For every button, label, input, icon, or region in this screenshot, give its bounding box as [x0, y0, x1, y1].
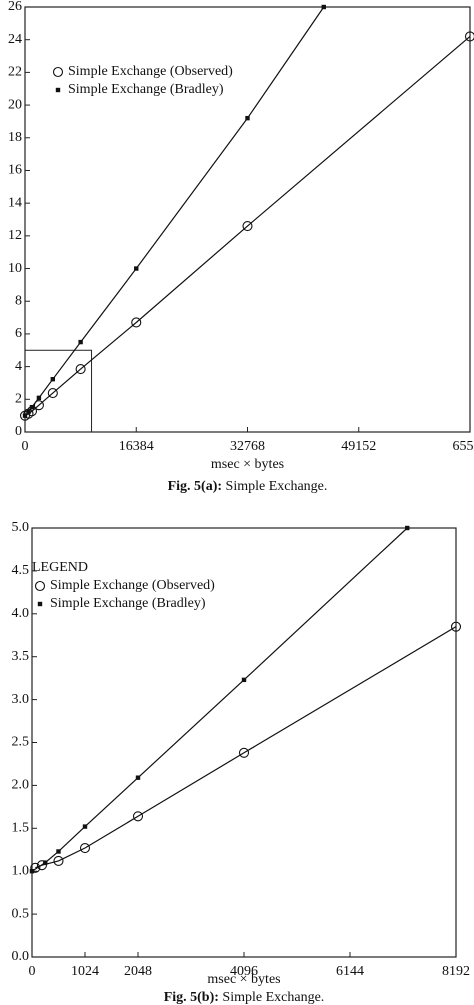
- y-tick-label: 24: [8, 32, 22, 47]
- marker-circle: [238, 747, 250, 758]
- y-tick-label: 10: [8, 261, 22, 276]
- marker-square: [29, 869, 35, 874]
- legend-marker: [55, 87, 61, 93]
- y-tick-label: 16: [8, 163, 22, 178]
- marker-square: [43, 860, 48, 865]
- legend-marker: [52, 66, 64, 78]
- marker-square: [36, 395, 42, 401]
- marker-square: [29, 404, 35, 410]
- x-axis-label: msec × bytes: [207, 972, 280, 987]
- legend-label: Simple Exchange (Bradley): [50, 596, 206, 611]
- legend-title: LEGEND: [32, 560, 88, 575]
- zoom-box: [24, 349, 93, 433]
- legend-marker: [37, 601, 43, 607]
- y-tick-label: 4: [15, 359, 22, 374]
- marker-circle: [464, 31, 474, 42]
- y-tick-label: 18: [8, 130, 22, 145]
- marker-square: [82, 824, 88, 829]
- y-tick-label: 22: [8, 65, 22, 80]
- x-tick-label: 49152: [341, 439, 376, 454]
- y-tick-label: 6: [15, 326, 22, 341]
- y-tick-label: 2.5: [12, 735, 30, 750]
- marker-square: [50, 377, 56, 382]
- marker-square: [321, 4, 326, 10]
- y-tick-label: 4.0: [12, 606, 30, 621]
- series-line: [35, 626, 457, 869]
- y-tick-label: 2: [15, 392, 22, 407]
- marker-circle: [450, 621, 462, 632]
- y-tick-label: 0.0: [12, 949, 30, 964]
- y-tick-label: 8: [15, 293, 22, 308]
- marker-square: [241, 677, 247, 683]
- marker-circle: [79, 842, 91, 854]
- caption: Fig. 5(a): Simple Exchange.: [168, 479, 328, 494]
- x-tick-label: 8192: [442, 964, 470, 979]
- y-tick-label: 14: [8, 195, 22, 210]
- legend-label: Simple Exchange (Bradley): [68, 82, 224, 97]
- x-tick-label: 4096: [230, 964, 258, 979]
- y-tick-label: 5.0: [12, 520, 30, 535]
- y-tick-label: 0.5: [12, 906, 30, 921]
- x-tick-label: 1024: [71, 964, 99, 979]
- y-tick-label: 26: [8, 0, 22, 14]
- marker-circle: [36, 860, 47, 871]
- caption-text: Simple Exchange.: [222, 990, 324, 1005]
- marker-square: [22, 413, 28, 418]
- marker-circle: [132, 811, 144, 822]
- legend-label: Simple Exchange (Observed): [68, 64, 233, 79]
- y-tick-label: 0: [15, 424, 22, 439]
- x-tick-label: 65536: [453, 439, 474, 454]
- caption-label: Fig. 5(a):: [168, 479, 222, 494]
- x-tick-label: 32768: [230, 439, 265, 454]
- y-tick-label: 4.5: [12, 563, 30, 578]
- marker-square: [78, 339, 83, 345]
- marker-square: [134, 266, 139, 271]
- y-tick-label: 1.0: [12, 863, 30, 878]
- y-tick-label: 3.0: [12, 692, 30, 707]
- marker-square: [245, 115, 250, 121]
- marker-circle: [47, 388, 58, 399]
- y-tick-label: 12: [8, 228, 22, 243]
- marker-square: [26, 409, 31, 415]
- y-tick-label: 2.0: [12, 778, 30, 793]
- x-tick-label: 6144: [336, 964, 364, 979]
- x-tick-label: 2048: [124, 964, 152, 979]
- marker-circle: [131, 317, 142, 328]
- marker-square: [56, 849, 61, 854]
- x-tick-label: 16384: [119, 439, 154, 454]
- x-tick-label: 0: [29, 964, 36, 979]
- y-tick-label: 20: [8, 97, 22, 112]
- marker-circle: [33, 400, 44, 411]
- caption-label: Fig. 5(b):: [164, 990, 219, 1005]
- x-tick-label: 0: [22, 439, 29, 454]
- y-tick-label: 1.5: [12, 821, 30, 836]
- marker-circle: [30, 862, 41, 873]
- marker-square: [135, 775, 141, 780]
- legend-label: Simple Exchange (Observed): [50, 578, 215, 593]
- caption-text: Simple Exchange.: [226, 479, 328, 494]
- marker-circle: [242, 220, 253, 232]
- x-axis-label: msec × bytes: [211, 457, 284, 472]
- caption: Fig. 5(b): Simple Exchange.: [164, 990, 325, 1005]
- marker-circle: [75, 364, 86, 375]
- y-tick-label: 3.5: [12, 649, 30, 664]
- marker-square: [405, 525, 410, 531]
- legend-marker: [34, 580, 46, 592]
- marker-circle: [53, 855, 64, 866]
